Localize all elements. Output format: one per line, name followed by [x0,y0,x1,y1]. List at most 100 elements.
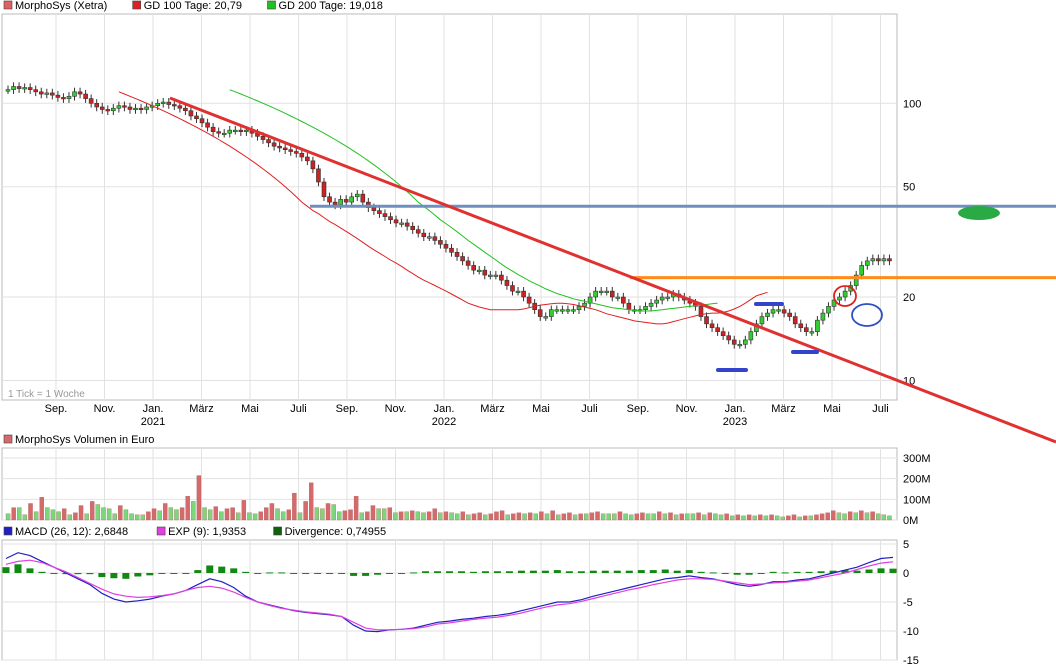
candle [748,331,754,341]
volume-bar [123,509,129,521]
volume-bar [791,514,797,521]
volume-bar [381,508,387,521]
divergence-bar [266,572,274,574]
divergence-bar [434,571,442,573]
divergence-bar [721,573,729,574]
divergence-bar [457,571,465,573]
candle [837,296,842,301]
candle [232,129,238,132]
candle [38,91,44,95]
volume-tick-label: 300M [903,453,931,465]
volume-bar [786,515,791,521]
volume-bar [264,507,269,521]
volume-bar [421,512,426,521]
divergence-bar [326,573,334,574]
candle [582,302,587,307]
volume-bar [544,513,550,521]
divergence-bar [709,572,717,574]
candle [94,102,99,108]
candle [360,193,366,203]
volume-bar [39,497,44,521]
x-tick-label: März [771,403,795,415]
candle [127,106,133,110]
candle [271,142,277,147]
candle [543,316,549,319]
candle [665,296,671,299]
divergence-bar [98,573,106,578]
highlight-circle-red [833,285,857,307]
divergence-bar [697,571,705,573]
volume-bar [443,511,449,521]
candle [238,129,244,132]
x-tick-label: Nov. [385,403,407,415]
legend-macd-label: EXP (9): 1,9353 [168,526,246,538]
candle [44,92,50,95]
divergence-bar [769,571,777,573]
candle [316,168,321,183]
volume-bar [33,511,39,521]
candle [488,274,493,277]
candle [803,327,809,332]
volume-bar [269,503,275,521]
volume-bar [657,511,662,521]
volume-bar [174,509,179,521]
volume-bar [11,507,16,521]
divergence-bar [541,570,549,573]
candle [72,91,77,97]
volume-bar [505,514,510,521]
volume-bar [623,513,628,521]
volume-bar [157,510,162,521]
volume-bar [853,512,858,521]
candle [560,309,565,312]
volume-bar [836,512,842,521]
candle [609,290,615,298]
y-tick-label: 50 [903,182,915,194]
legend-main-swatch [132,0,141,10]
candle [210,126,216,132]
volume-bar [163,503,168,521]
candle [155,102,160,107]
divergence-bar [278,572,286,574]
candle [221,132,227,136]
divergence-bar [865,569,873,573]
volume-bar [118,505,123,521]
volume-bar [527,512,533,521]
volume-bar [280,511,286,521]
x-tick-year: 2023 [723,416,747,428]
divergence-bar [661,569,669,573]
x-tick-label: März [480,403,504,415]
y-tick-label: 100 [903,98,921,110]
volume-bar [112,513,117,521]
volume-bar [707,512,713,521]
volume-bar [387,507,393,521]
divergence-bar [565,571,573,573]
candle [493,274,499,277]
volume-bar [213,506,218,521]
volume-bar [61,508,67,521]
candle [50,92,55,96]
candle [598,290,604,293]
volume-bar [556,514,561,521]
candle [282,147,288,151]
candle [277,145,282,149]
candle [765,312,770,317]
volume-bar [303,501,308,521]
volume-bar [814,514,819,521]
candle [293,151,299,154]
divergence-bar [254,573,262,574]
candle [244,129,249,132]
candle [565,309,571,312]
candle [133,107,138,111]
divergence-bar [386,573,394,574]
candle [587,296,593,304]
candle [160,101,166,104]
volume-bar [758,514,763,521]
candle [537,309,543,317]
candle [61,97,66,100]
volume-bar [578,513,583,521]
trend-line [169,96,1056,444]
candle [648,302,654,307]
volume-bar [191,501,196,521]
divergence-bar [673,570,681,573]
